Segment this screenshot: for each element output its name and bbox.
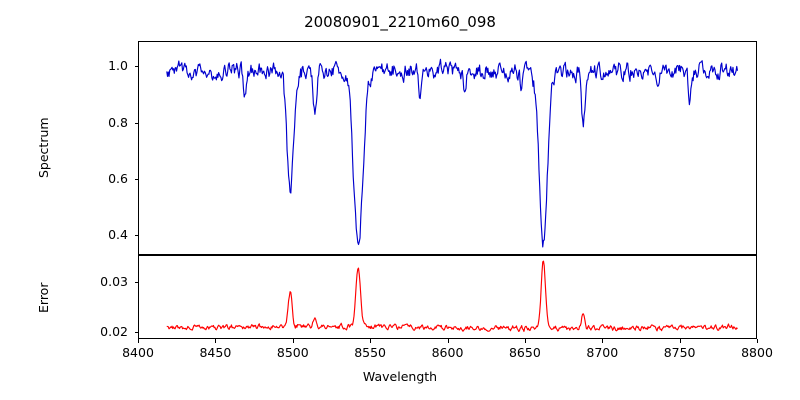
x-tick-mark: [292, 339, 294, 343]
error-y-tick-mark: [134, 331, 138, 333]
figure-title: 20080901_2210m60_098: [304, 13, 496, 31]
spectrum-y-tick-mark: [134, 179, 138, 180]
spectrum-plot-area: [139, 42, 756, 254]
x-tick-label: 8500: [276, 345, 309, 360]
x-tick-label: 8700: [586, 345, 619, 360]
x-tick-label: 8450: [199, 345, 232, 360]
spectrum-y-tick-mark: [134, 235, 138, 237]
x-tick-mark: [757, 339, 758, 343]
x-tick-mark: [602, 339, 604, 343]
spectrum-y-tick-mark: [134, 66, 138, 68]
x-tick-mark: [370, 339, 372, 343]
x-tick-label: 8650: [508, 345, 541, 360]
x-tick-mark: [679, 339, 681, 343]
x-tick-mark: [138, 339, 139, 343]
x-tick-label: 8600: [431, 345, 464, 360]
x-tick-label: 8400: [122, 345, 154, 360]
error-series-line: [167, 261, 738, 331]
x-tick-mark: [215, 339, 217, 343]
spectrum-y-axis-label: Spectrum: [36, 117, 51, 178]
x-tick-mark: [524, 339, 526, 343]
x-axis-label: Wavelength: [362, 369, 438, 384]
error-plot-area: [139, 256, 756, 338]
error-y-tick-label: 0.02: [100, 323, 128, 339]
error-y-tick-label: 0.03: [100, 274, 128, 290]
x-tick-label: 8750: [663, 345, 696, 360]
spectrum-series-line: [167, 59, 738, 247]
x-tick-label: 8800: [741, 345, 773, 360]
spectrum-y-tick-label: 0.8: [108, 114, 128, 130]
error-axes: [138, 255, 757, 339]
error-y-axis-label: Error: [36, 282, 51, 313]
spectrum-y-tick-label: 1.0: [108, 58, 128, 74]
x-tick-mark: [447, 339, 449, 343]
spectrum-y-tick-mark: [134, 122, 138, 124]
spectrum-y-tick-label: 0.4: [108, 227, 128, 243]
x-tick-label: 8550: [354, 345, 386, 360]
spectrum-y-tick-label: 0.6: [108, 171, 128, 186]
error-y-tick-mark: [134, 282, 138, 284]
spectrum-axes: [138, 41, 757, 255]
